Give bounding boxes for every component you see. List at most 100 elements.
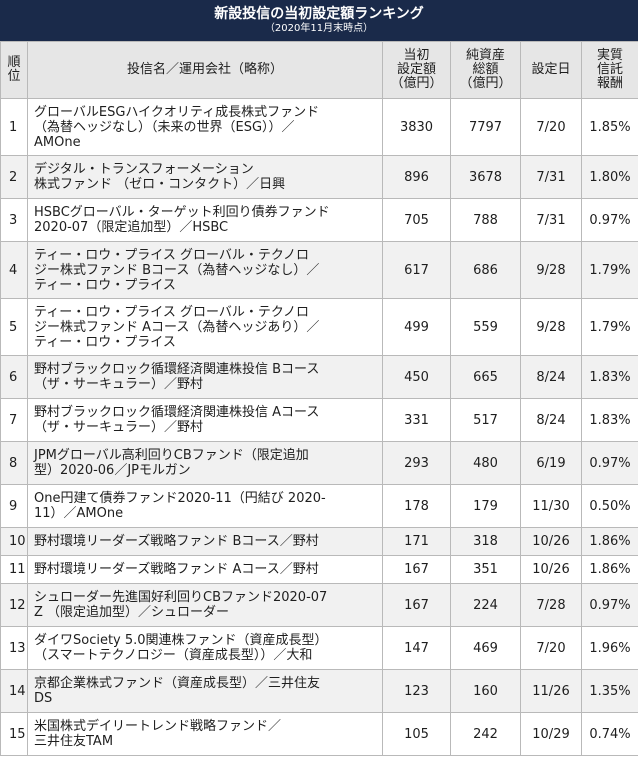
fund-name-line: シュローダー先進国好利回りCBファンド2020-07 [34, 590, 328, 605]
setup-date-cell: 7/28 [520, 583, 582, 627]
fund-name-line: 三井住友TAM [34, 734, 114, 749]
rank-cell: 11 [0, 555, 28, 584]
column-header-rank: 順 位 [0, 41, 28, 99]
table-body: 1 グローバルESGハイクオリティ成長株式ファンド （為替ヘッジなし）（未来の世界（… [0, 98, 638, 756]
column-header-fee: 実質 信託 報酬 [581, 41, 638, 99]
fund-name-cell: 野村環境リーダーズ戦略ファンド Bコース／野村 [27, 527, 383, 556]
fund-name-line: ジー株式ファンド Bコース（為替ヘッジなし）／ [34, 262, 320, 278]
setup-date-cell: 10/26 [520, 527, 582, 556]
setup-date-cell: 11/26 [520, 669, 582, 713]
fund-name-line: ダイワSociety 5.0関連株ファンド（資産成長型） [34, 633, 328, 648]
column-header-rank-line: 順 [7, 55, 21, 70]
setup-date-cell: 7/31 [520, 198, 582, 242]
column-header-rank-line: 位 [7, 69, 21, 84]
net-assets-cell: 517 [450, 398, 521, 442]
initial-amount-cell: 3830 [382, 98, 451, 156]
setup-date-cell: 10/26 [520, 555, 582, 584]
column-header-assets: 純資産 総額 （億円） [450, 41, 521, 99]
page-subtitle: （2020年11月末時点） [264, 23, 374, 34]
column-header-assets-line: 純資産 [465, 48, 505, 63]
fund-name-line: JPMグローバル高利回りCBファンド（限定追加 [34, 448, 309, 463]
fund-name-cell: One円建て債券ファンド2020-11（円結び 2020- 11）／AMOne [27, 484, 383, 528]
initial-amount-cell: 499 [382, 298, 451, 356]
table-row: 13 ダイワSociety 5.0関連株ファンド（資産成長型） （スマートテクノロジ… [0, 626, 638, 670]
table-row: 7 野村ブラックロック循環経済関連株投信 Aコース （ザ・サーキュラー）／野村 331… [0, 398, 638, 442]
setup-date-cell: 8/24 [520, 398, 582, 442]
fund-name-line: 野村環境リーダーズ戦略ファンド Bコース／野村 [34, 534, 319, 549]
trust-fee-cell: 0.50% [581, 484, 638, 528]
fund-name-line: 米国株式デイリートレンド戦略ファンド／ [34, 719, 282, 734]
column-header-assets-line: 総額 [472, 62, 499, 77]
column-header-name: 投信名／運用会社（略称） [27, 41, 383, 99]
column-header-assets-line: （億円） [459, 76, 512, 91]
rank-cell: 1 [0, 98, 28, 156]
setup-date-cell: 6/19 [520, 441, 582, 485]
table-row: 9 One円建て債券ファンド2020-11（円結び 2020- 11）／AMOne 1… [0, 484, 638, 528]
rank-cell: 13 [0, 626, 28, 670]
initial-amount-cell: 171 [382, 527, 451, 556]
fund-name-cell: HSBCグローバル・ターゲット利回り債券ファンド 2020-07（限定追加型）／H… [27, 198, 383, 242]
trust-fee-cell: 1.83% [581, 398, 638, 442]
column-header-initial-line: 設定額 [396, 62, 436, 77]
trust-fee-cell: 1.80% [581, 155, 638, 199]
fund-name-line: （為替ヘッジなし）（未来の世界（ESG））／ [34, 119, 295, 135]
fund-name-line: 野村環境リーダーズ戦略ファンド Aコース／野村 [34, 562, 319, 577]
trust-fee-cell: 0.97% [581, 441, 638, 485]
trust-fee-cell: 1.86% [581, 527, 638, 556]
fund-name-line: One円建て債券ファンド2020-11（円結び 2020- [34, 491, 326, 506]
fund-name-cell: ティー・ロウ・プライス グローバル・テクノロ ジー株式ファンド Aコース（為替ヘッ… [27, 298, 383, 356]
column-header-initial-line: （億円） [390, 76, 443, 91]
net-assets-cell: 559 [450, 298, 521, 356]
column-header-date: 設定日 [520, 41, 582, 99]
net-assets-cell: 351 [450, 555, 521, 584]
fund-name-cell: デジタル・トランスフォーメーション 株式ファンド （ゼロ・コンタクト）／日興 [27, 155, 383, 199]
trust-fee-cell: 1.96% [581, 626, 638, 670]
header-row: 順 位 投信名／運用会社（略称） 当初 設定額 （億円） 純資産 総額 （億円）… [0, 41, 638, 99]
fund-name-cell: 野村ブラックロック循環経済関連株投信 Aコース （ザ・サーキュラー）／野村 [27, 398, 383, 442]
fund-name-cell: シュローダー先進国好利回りCBファンド2020-07 Z （限定追加型）／シュロー… [27, 583, 383, 627]
initial-amount-cell: 705 [382, 198, 451, 242]
fund-name-line: グローバルESGハイクオリティ成長株式ファンド [34, 104, 320, 120]
table-row: 6 野村ブラックロック循環経済関連株投信 Bコース （ザ・サーキュラー）／野村 450… [0, 355, 638, 399]
rank-cell: 10 [0, 527, 28, 556]
trust-fee-cell: 1.86% [581, 555, 638, 584]
table-row: 8 JPMグローバル高利回りCBファンド（限定追加 型）2020-06／JPモルガン… [0, 441, 638, 485]
page-title: 新設投信の当初設定額ランキング [214, 6, 424, 22]
fund-name-cell: グローバルESGハイクオリティ成長株式ファンド （為替ヘッジなし）（未来の世界（E… [27, 98, 383, 156]
initial-amount-cell: 450 [382, 355, 451, 399]
rank-cell: 5 [0, 298, 28, 356]
net-assets-cell: 686 [450, 241, 521, 299]
rank-cell: 14 [0, 669, 28, 713]
initial-amount-cell: 617 [382, 241, 451, 299]
fund-name-cell: ティー・ロウ・プライス グローバル・テクノロ ジー株式ファンド Bコース（為替ヘッ… [27, 241, 383, 299]
setup-date-cell: 8/24 [520, 355, 582, 399]
trust-fee-cell: 1.79% [581, 298, 638, 356]
net-assets-cell: 3678 [450, 155, 521, 199]
fund-name-cell: 京都企業株式ファンド（資産成長型）／三井住友 DS [27, 669, 383, 713]
rank-cell: 9 [0, 484, 28, 528]
net-assets-cell: 480 [450, 441, 521, 485]
initial-amount-cell: 167 [382, 555, 451, 584]
table-row: 10 野村環境リーダーズ戦略ファンド Bコース／野村 171 318 10/26 1.86… [0, 527, 638, 556]
initial-amount-cell: 896 [382, 155, 451, 199]
trust-fee-cell: 0.97% [581, 198, 638, 242]
ranking-table: 順 位 投信名／運用会社（略称） 当初 設定額 （億円） 純資産 総額 （億円）… [0, 41, 638, 756]
fund-name-line: （スマートテクノロジー（資産成長型））／大和 [34, 648, 313, 663]
fund-name-line: 型）2020-06／JPモルガン [34, 463, 191, 478]
fund-name-cell: ダイワSociety 5.0関連株ファンド（資産成長型） （スマートテクノロジー（… [27, 626, 383, 670]
rank-cell: 2 [0, 155, 28, 199]
net-assets-cell: 160 [450, 669, 521, 713]
fund-name-line: ジー株式ファンド Aコース（為替ヘッジあり）／ [34, 319, 320, 335]
table-row: 3 HSBCグローバル・ターゲット利回り債券ファンド 2020-07（限定追加型）／… [0, 198, 638, 242]
fund-name-line: 野村ブラックロック循環経済関連株投信 Aコース [34, 405, 320, 420]
setup-date-cell: 9/28 [520, 241, 582, 299]
rank-cell: 12 [0, 583, 28, 627]
fund-name-line: ティー・ロウ・プライス [34, 334, 176, 350]
column-header-initial-line: 当初 [403, 48, 430, 63]
table-row: 11 野村環境リーダーズ戦略ファンド Aコース／野村 167 351 10/26 1.86… [0, 555, 638, 584]
column-header-fee-line: 信託 [596, 62, 623, 77]
trust-fee-cell: 1.83% [581, 355, 638, 399]
setup-date-cell: 7/20 [520, 98, 582, 156]
initial-amount-cell: 123 [382, 669, 451, 713]
fund-name-line: ティー・ロウ・プライス [34, 277, 176, 293]
